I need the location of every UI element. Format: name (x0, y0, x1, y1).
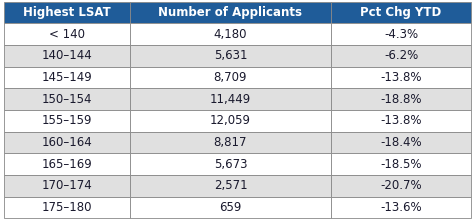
Text: Highest LSAT: Highest LSAT (23, 6, 111, 19)
Bar (4, 110, 130, 132)
Bar (130, 67, 331, 88)
Text: -6.2%: -6.2% (384, 49, 418, 62)
Text: -20.7%: -20.7% (380, 179, 422, 192)
Bar (130, 197, 331, 218)
Text: 170–174: 170–174 (41, 179, 92, 192)
Text: 140–144: 140–144 (41, 49, 92, 62)
Bar (331, 110, 471, 132)
Bar (130, 88, 331, 110)
Text: -4.3%: -4.3% (384, 28, 418, 41)
Text: 11,449: 11,449 (210, 93, 251, 106)
Text: 8,709: 8,709 (214, 71, 247, 84)
Text: Pct Chg YTD: Pct Chg YTD (361, 6, 442, 19)
Bar (130, 23, 331, 45)
Text: 4,180: 4,180 (214, 28, 247, 41)
Bar (331, 67, 471, 88)
Text: -13.8%: -13.8% (380, 71, 422, 84)
Bar (4, 175, 130, 197)
Text: < 140: < 140 (49, 28, 85, 41)
Bar (331, 88, 471, 110)
Bar (130, 175, 331, 197)
Bar (4, 45, 130, 67)
Text: -13.6%: -13.6% (380, 201, 422, 214)
Text: 5,673: 5,673 (214, 158, 247, 171)
Bar (331, 132, 471, 153)
Bar (4, 197, 130, 218)
Bar (4, 2, 130, 23)
Bar (331, 23, 471, 45)
Text: -18.8%: -18.8% (380, 93, 422, 106)
Bar (4, 132, 130, 153)
Bar (331, 175, 471, 197)
Text: Number of Applicants: Number of Applicants (159, 6, 303, 19)
Bar (130, 153, 331, 175)
Bar (130, 45, 331, 67)
Bar (4, 67, 130, 88)
Text: 165–169: 165–169 (41, 158, 92, 171)
Text: 175–180: 175–180 (42, 201, 92, 214)
Bar (331, 2, 471, 23)
Bar (331, 197, 471, 218)
Text: 659: 659 (219, 201, 242, 214)
Bar (130, 110, 331, 132)
Text: 5,631: 5,631 (214, 49, 247, 62)
Bar (331, 45, 471, 67)
Bar (4, 153, 130, 175)
Text: 12,059: 12,059 (210, 114, 251, 127)
Text: 2,571: 2,571 (214, 179, 247, 192)
Bar (4, 23, 130, 45)
Text: 8,817: 8,817 (214, 136, 247, 149)
Bar (331, 153, 471, 175)
Text: -13.8%: -13.8% (380, 114, 422, 127)
Bar (130, 2, 331, 23)
Bar (130, 132, 331, 153)
Text: 145–149: 145–149 (41, 71, 92, 84)
Text: 160–164: 160–164 (41, 136, 92, 149)
Text: 155–159: 155–159 (42, 114, 92, 127)
Bar (4, 88, 130, 110)
Text: -18.5%: -18.5% (380, 158, 422, 171)
Text: -18.4%: -18.4% (380, 136, 422, 149)
Text: 150–154: 150–154 (42, 93, 92, 106)
